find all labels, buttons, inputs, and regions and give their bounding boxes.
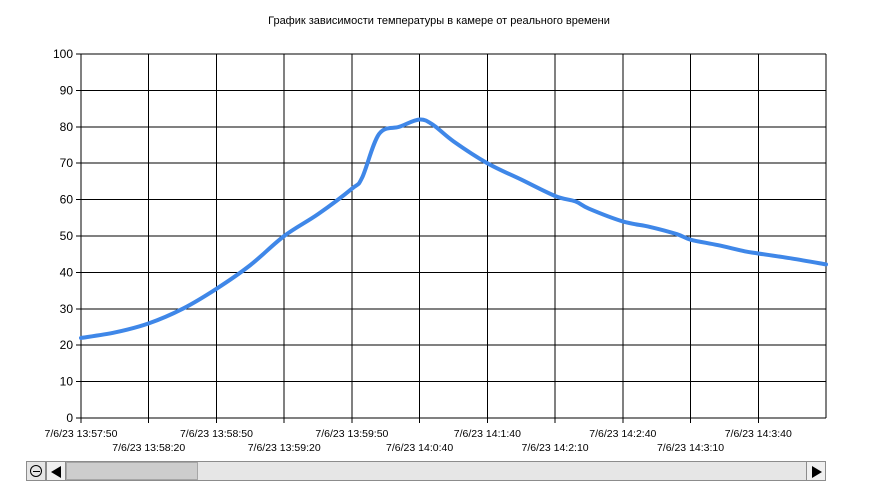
series-layer xyxy=(79,117,828,340)
x-tick-label: 7/6/23 13:59:20 xyxy=(248,442,321,454)
x-tick-label: 7/6/23 13:58:20 xyxy=(112,442,185,454)
y-tick-label: 40 xyxy=(60,265,74,279)
x-tick-label: 7/6/23 14:2:10 xyxy=(522,442,589,454)
temperature-chart: График зависимости температуры в камере … xyxy=(45,15,828,454)
x-tick-label: 7/6/23 13:58:50 xyxy=(180,428,253,440)
x-tick-label: 7/6/23 14:2:40 xyxy=(589,428,656,440)
y-tick-label: 50 xyxy=(60,229,74,243)
chart-title: График зависимости температуры в камере … xyxy=(268,15,610,27)
x-tick-label: 7/6/23 14:1:40 xyxy=(454,428,521,440)
x-tick-label: 7/6/23 14:3:10 xyxy=(657,442,724,454)
scroll-right-button[interactable] xyxy=(806,461,826,481)
y-tick-label: 60 xyxy=(60,193,74,207)
y-tick-label: 20 xyxy=(60,338,74,352)
y-tick-label: 10 xyxy=(60,375,74,389)
y-tick-label: 30 xyxy=(60,302,74,316)
x-tick-label: 7/6/23 14:3:40 xyxy=(725,428,792,440)
y-tick-label: 90 xyxy=(60,83,74,97)
y-tick-label: 100 xyxy=(53,47,73,61)
chart-grid xyxy=(80,53,827,419)
scrollbar-thumb[interactable] xyxy=(66,462,198,480)
x-tick-label: 7/6/23 13:57:50 xyxy=(45,428,118,440)
y-tick-label: 80 xyxy=(60,120,74,134)
y-tick-label: 0 xyxy=(66,411,73,425)
scroll-left-button[interactable] xyxy=(46,461,66,481)
x-tick-label: 7/6/23 14:0:40 xyxy=(386,442,453,454)
temperature-series-line xyxy=(79,117,828,340)
y-tick-label: 70 xyxy=(60,156,74,170)
x-axis-ticks: 7/6/23 13:57:50 7/6/23 13:58:20 7/6/23 13:… xyxy=(45,418,792,454)
x-tick-label: 7/6/23 13:59:50 xyxy=(315,428,388,440)
zoom-reset-icon[interactable] xyxy=(26,461,46,481)
y-axis-ticks: 0 10 20 30 40 50 60 70 80 90 100 xyxy=(53,47,81,425)
